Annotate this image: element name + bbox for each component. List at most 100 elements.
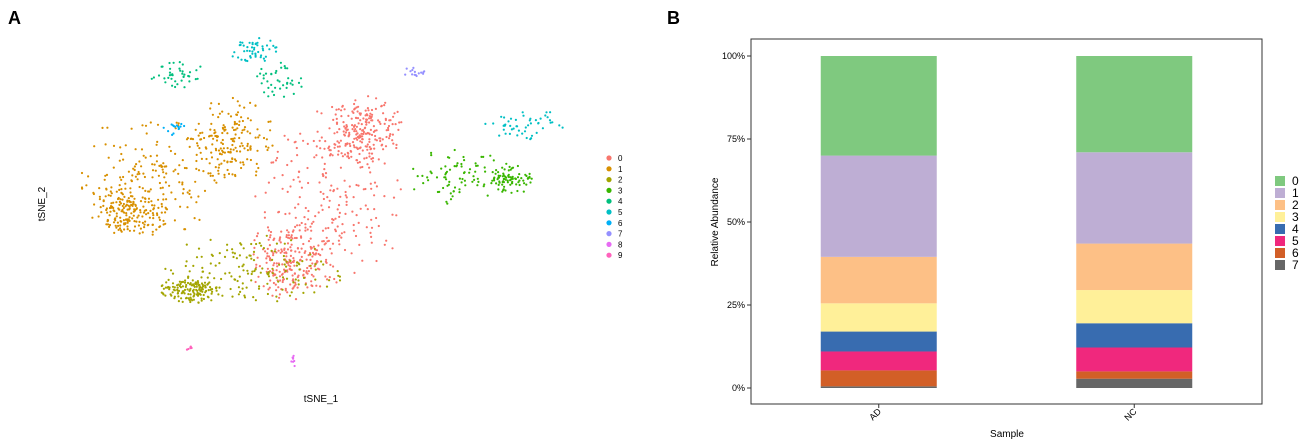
- tsne-point-cluster-5: [238, 44, 241, 47]
- tsne-point-cluster-2: [160, 291, 163, 294]
- tsne-point-cluster-3: [506, 181, 509, 184]
- tsne-point-cluster-2: [186, 288, 189, 291]
- tsne-point-cluster-1: [160, 211, 163, 214]
- tsne-point-cluster-2: [184, 297, 188, 300]
- tsne-point-cluster-1: [125, 218, 128, 221]
- tsne-point-cluster-2: [176, 286, 179, 289]
- tsne-point-cluster-0: [377, 224, 380, 228]
- tsne-point-cluster-2: [187, 275, 190, 278]
- tsne-point-cluster-0: [299, 258, 302, 261]
- tsne-point-cluster-4: [284, 67, 287, 70]
- tsne-point-cluster-0: [348, 131, 351, 134]
- tsne-point-cluster-0: [359, 140, 362, 143]
- bar-legend-swatch-6: [1275, 248, 1285, 258]
- tsne-point-cluster-0: [366, 143, 369, 146]
- tsne-point-cluster-4: [276, 79, 279, 82]
- tsne-point-cluster-5: [522, 114, 525, 117]
- tsne-point-cluster-2: [183, 288, 187, 291]
- tsne-point-cluster-0: [370, 152, 374, 155]
- tsne-point-cluster-3: [499, 174, 502, 177]
- tsne-point-cluster-0: [385, 129, 388, 132]
- tsne-point-cluster-5: [239, 41, 242, 44]
- tsne-point-cluster-1: [255, 170, 258, 173]
- tsne-point-cluster-0: [322, 197, 325, 201]
- y-tick-label: 75%: [727, 134, 745, 144]
- tsne-point-cluster-1: [107, 156, 110, 159]
- tsne-point-cluster-0: [281, 279, 285, 282]
- tsne-point-cluster-3: [453, 165, 456, 168]
- tsne-point-cluster-0: [351, 128, 354, 131]
- bar-segment-AD-cluster-3: [820, 303, 937, 332]
- tsne-point-cluster-1: [108, 225, 111, 228]
- tsne-point-cluster-1: [151, 163, 154, 166]
- tsne-point-cluster-0: [304, 206, 307, 210]
- tsne-point-cluster-1: [152, 207, 155, 210]
- tsne-point-cluster-1: [103, 178, 106, 181]
- tsne-point-cluster-1: [177, 172, 180, 175]
- tsne-point-cluster-1: [144, 189, 147, 192]
- tsne-legend-dot-0: [606, 155, 612, 161]
- tsne-point-cluster-1: [133, 197, 136, 200]
- tsne-point-cluster-5: [521, 132, 524, 135]
- tsne-point-cluster-1: [269, 120, 272, 123]
- tsne-point-cluster-0: [379, 137, 382, 140]
- tsne-point-cluster-0: [310, 267, 313, 270]
- tsne-point-cluster-1: [158, 164, 161, 167]
- tsne-point-cluster-0: [323, 168, 326, 171]
- tsne-point-cluster-3: [460, 165, 463, 168]
- tsne-point-cluster-0: [306, 166, 309, 170]
- tsne-point-cluster-1: [141, 231, 144, 234]
- tsne-point-cluster-4: [199, 65, 202, 68]
- tsne-point-cluster-4: [279, 87, 282, 90]
- tsne-point-cluster-6: [180, 122, 183, 126]
- tsne-point-cluster-0: [310, 273, 313, 276]
- tsne-point-cluster-1: [227, 150, 230, 154]
- tsne-point-cluster-1: [104, 195, 107, 198]
- tsne-point-cluster-2: [203, 284, 207, 287]
- tsne-point-cluster-5: [233, 51, 236, 54]
- tsne-point-cluster-0: [358, 161, 361, 164]
- tsne-point-cluster-0: [290, 249, 293, 252]
- tsne-point-cluster-0: [287, 234, 290, 237]
- tsne-point-cluster-0: [392, 142, 395, 145]
- tsne-point-cluster-0: [364, 145, 367, 148]
- tsne-point-cluster-1: [141, 124, 144, 127]
- tsne-point-cluster-2: [257, 287, 261, 290]
- tsne-point-cluster-1: [138, 185, 141, 189]
- tsne-point-cluster-1: [155, 228, 158, 231]
- tsne-point-cluster-1: [97, 215, 100, 218]
- tsne-point-cluster-3: [468, 168, 472, 171]
- tsne-point-cluster-2: [226, 249, 229, 252]
- tsne-point-cluster-3: [460, 181, 463, 184]
- tsne-point-cluster-2: [195, 256, 199, 259]
- y-axis-ticks: 0%25%50%75%100%: [722, 51, 751, 393]
- tsne-point-cluster-0: [333, 277, 336, 281]
- tsne-point-cluster-0: [333, 146, 336, 149]
- tsne-point-cluster-0: [307, 254, 310, 257]
- tsne-point-cluster-0: [265, 257, 268, 260]
- tsne-point-cluster-3: [491, 179, 494, 182]
- tsne-point-cluster-3: [525, 183, 528, 186]
- tsne-point-cluster-3: [413, 188, 416, 191]
- tsne-point-cluster-0: [328, 276, 331, 279]
- tsne-point-cluster-3: [445, 178, 448, 181]
- tsne-point-cluster-0: [264, 191, 267, 194]
- tsne-point-cluster-0: [280, 230, 283, 233]
- tsne-point-cluster-1: [175, 121, 178, 124]
- tsne-point-cluster-1: [195, 159, 198, 163]
- bar-segments: [820, 56, 1193, 388]
- tsne-point-cluster-1: [209, 134, 212, 137]
- tsne-point-cluster-2: [191, 289, 194, 292]
- tsne-point-cluster-1: [120, 220, 123, 223]
- tsne-point-cluster-1: [256, 128, 259, 131]
- tsne-point-cluster-2: [189, 296, 192, 299]
- tsne-point-cluster-1: [170, 191, 173, 194]
- bar-segment-NC-cluster-5: [1076, 347, 1193, 372]
- tsne-point-cluster-2: [201, 283, 204, 286]
- tsne-point-cluster-0: [374, 134, 377, 138]
- tsne-point-cluster-1: [232, 148, 235, 151]
- tsne-point-cluster-0: [336, 225, 339, 228]
- tsne-point-cluster-1: [242, 163, 245, 166]
- tsne-point-cluster-2: [241, 282, 244, 285]
- tsne-point-cluster-1: [231, 157, 234, 161]
